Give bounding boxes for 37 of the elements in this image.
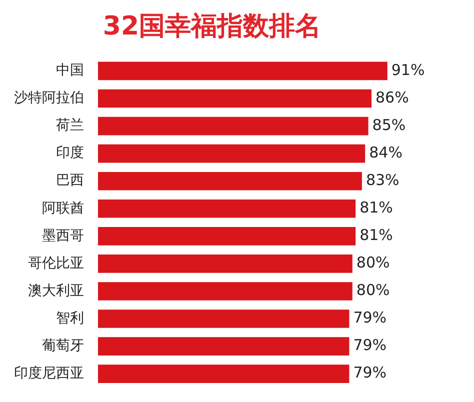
bar [98,62,388,80]
y-tick-label: 智利 [56,310,84,326]
bar [98,310,350,328]
y-tick-label: 墨西哥 [42,228,84,244]
bar [98,337,350,356]
bar [98,172,362,190]
data-label: 80% [356,254,390,272]
y-tick-label: 荷兰 [56,118,84,134]
data-label: 79% [353,308,387,327]
bar [98,227,356,246]
bar [98,116,368,136]
bar [98,254,352,273]
y-tick-label: 哥伦比亚 [28,255,84,272]
data-label: 85% [372,116,406,134]
data-label: 91% [391,60,425,79]
bar [98,144,366,163]
chart-title: 32国幸福指数排名 [102,11,322,42]
bar [98,364,350,383]
data-label: 83% [366,170,400,189]
y-tick-label: 阿联酋 [42,200,84,216]
data-label: 84% [369,143,402,162]
data-label: 86% [375,88,409,106]
bar [98,282,352,300]
data-label: 79% [353,336,387,354]
y-tick-label: 葡萄牙 [42,338,84,354]
y-tick-label: 印度尼西亚 [14,365,84,382]
data-label: 80% [356,281,390,300]
bar [98,199,356,218]
y-tick-label: 中国 [56,62,84,79]
bar [98,89,372,108]
data-label: 79% [353,364,387,382]
y-tick-label: 巴西 [56,172,84,189]
data-label: 81% [360,198,393,217]
y-tick-label: 澳大利亚 [28,282,84,299]
data-label: 81% [360,226,393,244]
y-tick-label: 印度 [56,145,84,162]
y-tick-label: 沙特阿拉伯 [14,90,84,106]
